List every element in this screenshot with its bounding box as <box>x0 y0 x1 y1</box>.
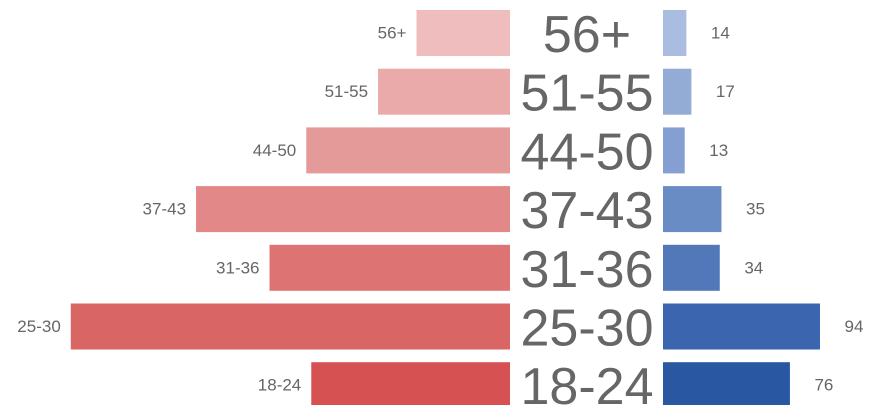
left-bar <box>269 244 510 291</box>
left-bar <box>378 68 510 115</box>
right-bar <box>663 10 687 56</box>
left-bar <box>306 127 510 174</box>
left-bar-label: 37-43 <box>143 200 186 219</box>
left-bar <box>70 303 510 350</box>
value-label: 34 <box>744 258 763 277</box>
left-bar-label: 31-36 <box>216 258 259 277</box>
value-label: 35 <box>746 200 765 219</box>
category-label: 56+ <box>543 6 631 64</box>
category-label: 25-30 <box>521 300 654 358</box>
right-bar <box>663 68 692 115</box>
right-bar <box>663 186 722 233</box>
left-bar-label: 18-24 <box>258 376 301 395</box>
category-label: 31-36 <box>521 241 654 299</box>
category-label: 44-50 <box>521 123 654 181</box>
value-label: 76 <box>814 376 833 395</box>
left-bar-label: 56+ <box>378 24 407 43</box>
value-label: 14 <box>711 24 730 43</box>
category-label: 18-24 <box>521 358 654 405</box>
right-bar <box>663 303 820 350</box>
value-label: 17 <box>716 82 735 101</box>
left-bar <box>311 362 510 405</box>
left-bar-label: 51-55 <box>325 82 368 101</box>
left-bar-label: 44-50 <box>253 141 296 160</box>
category-label: 51-55 <box>521 65 654 123</box>
left-bar <box>196 186 511 233</box>
right-bar <box>663 127 685 174</box>
right-bar <box>663 244 720 291</box>
right-bar <box>663 362 790 405</box>
category-label: 37-43 <box>521 182 654 240</box>
value-label: 94 <box>845 317 864 336</box>
left-bar-label: 25-30 <box>17 317 60 336</box>
left-bar <box>416 10 510 56</box>
value-label: 13 <box>709 141 728 160</box>
